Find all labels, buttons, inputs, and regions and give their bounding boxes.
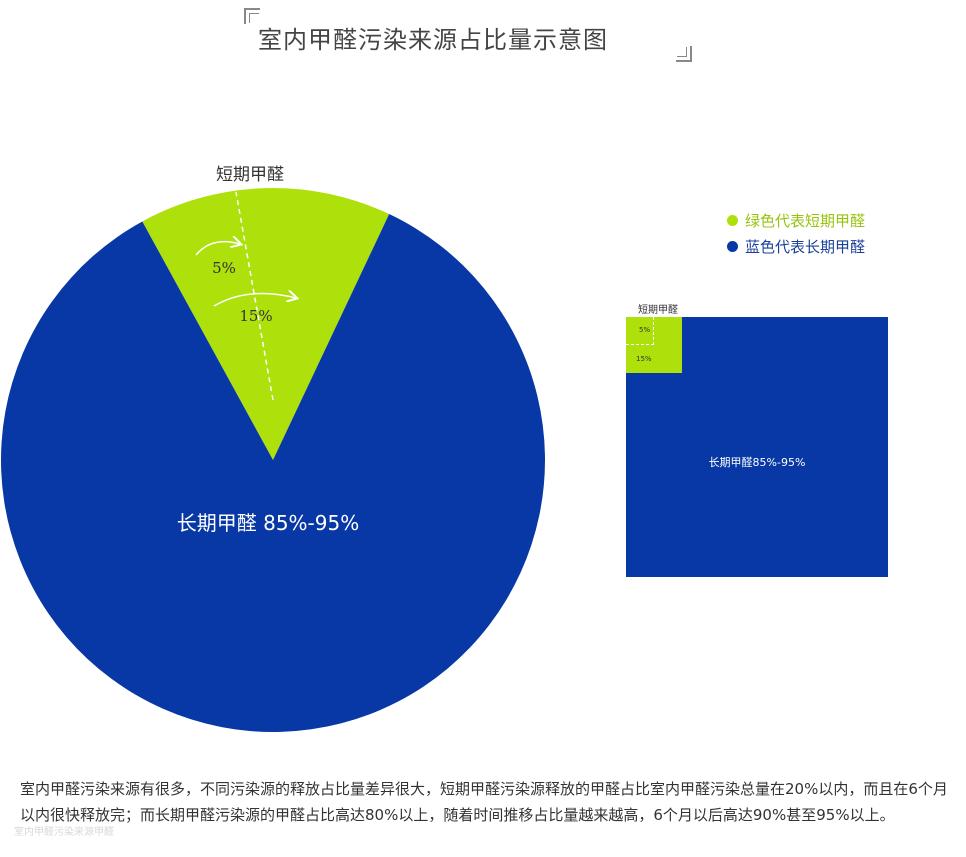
pie-slices xyxy=(0,187,546,732)
short-term-15-percent-arc-arrow xyxy=(213,294,296,307)
pie-slice-long-term xyxy=(0,214,546,732)
short-term-5-percent-arc-arrow xyxy=(195,242,240,256)
legend-label-short-term: 绿色代表短期甲醛 xyxy=(745,211,866,230)
legend-label-long-term: 蓝色代表长期甲醛 xyxy=(745,237,866,256)
proportion-square-chart: 5% 15% 长期甲醛85%-95% xyxy=(626,317,888,577)
title-area: 室内甲醛污染来源占比量示意图 xyxy=(0,6,966,66)
long-term-slice-label: 长期甲醛 85%-95% xyxy=(177,511,359,535)
square-short-term-label: 短期甲醛 xyxy=(638,305,678,316)
watermark: 室内甲醛污染来源甲醛 xyxy=(14,827,114,838)
square-short-term-outer-label: 15% xyxy=(636,355,652,363)
square-short-term-inner-label: 5% xyxy=(639,326,651,334)
short-term-outer-percent-label: 15% xyxy=(239,307,272,325)
description-text: 室内甲醛污染来源有很多，不同污染源的释放占比量差异很大，短期甲醛污染源释放的甲醛… xyxy=(20,780,948,824)
short-term-inner-percent-label: 5% xyxy=(212,259,236,277)
legend-dot-blue xyxy=(727,240,738,252)
short-term-slice-label: 短期甲醛 xyxy=(216,165,284,185)
legend-item-short-term: 绿色代表短期甲醛 xyxy=(727,207,865,233)
title-corner-decoration-left xyxy=(244,8,260,24)
legend: 绿色代表短期甲醛 蓝色代表长期甲醛 xyxy=(727,207,865,259)
pie-slice-short-term xyxy=(142,187,390,460)
pie-chart: 短期甲醛 5% 15% 长期甲醛 85%-95% xyxy=(0,165,546,732)
square-short-term-dashed-divider xyxy=(626,317,654,345)
page-title: 室内甲醛污染来源占比量示意图 xyxy=(258,26,608,54)
legend-item-long-term: 蓝色代表长期甲醛 xyxy=(727,233,865,259)
legend-dot-green xyxy=(727,214,738,226)
title-corner-decoration-right xyxy=(676,46,692,62)
square-long-term-label: 长期甲醛85%-95% xyxy=(708,456,806,469)
square-short-term-region: 5% 15% xyxy=(626,317,682,373)
